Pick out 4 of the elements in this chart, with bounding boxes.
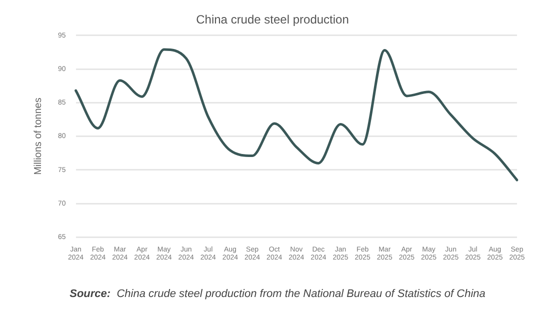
chart-title: China crude steel production [196, 12, 349, 27]
line-series [74, 48, 518, 182]
source-note: Source: China crude steel production from the National Bureau of Statistics of China [70, 288, 486, 300]
y-axis-title: Millions of tonnes [32, 98, 44, 175]
